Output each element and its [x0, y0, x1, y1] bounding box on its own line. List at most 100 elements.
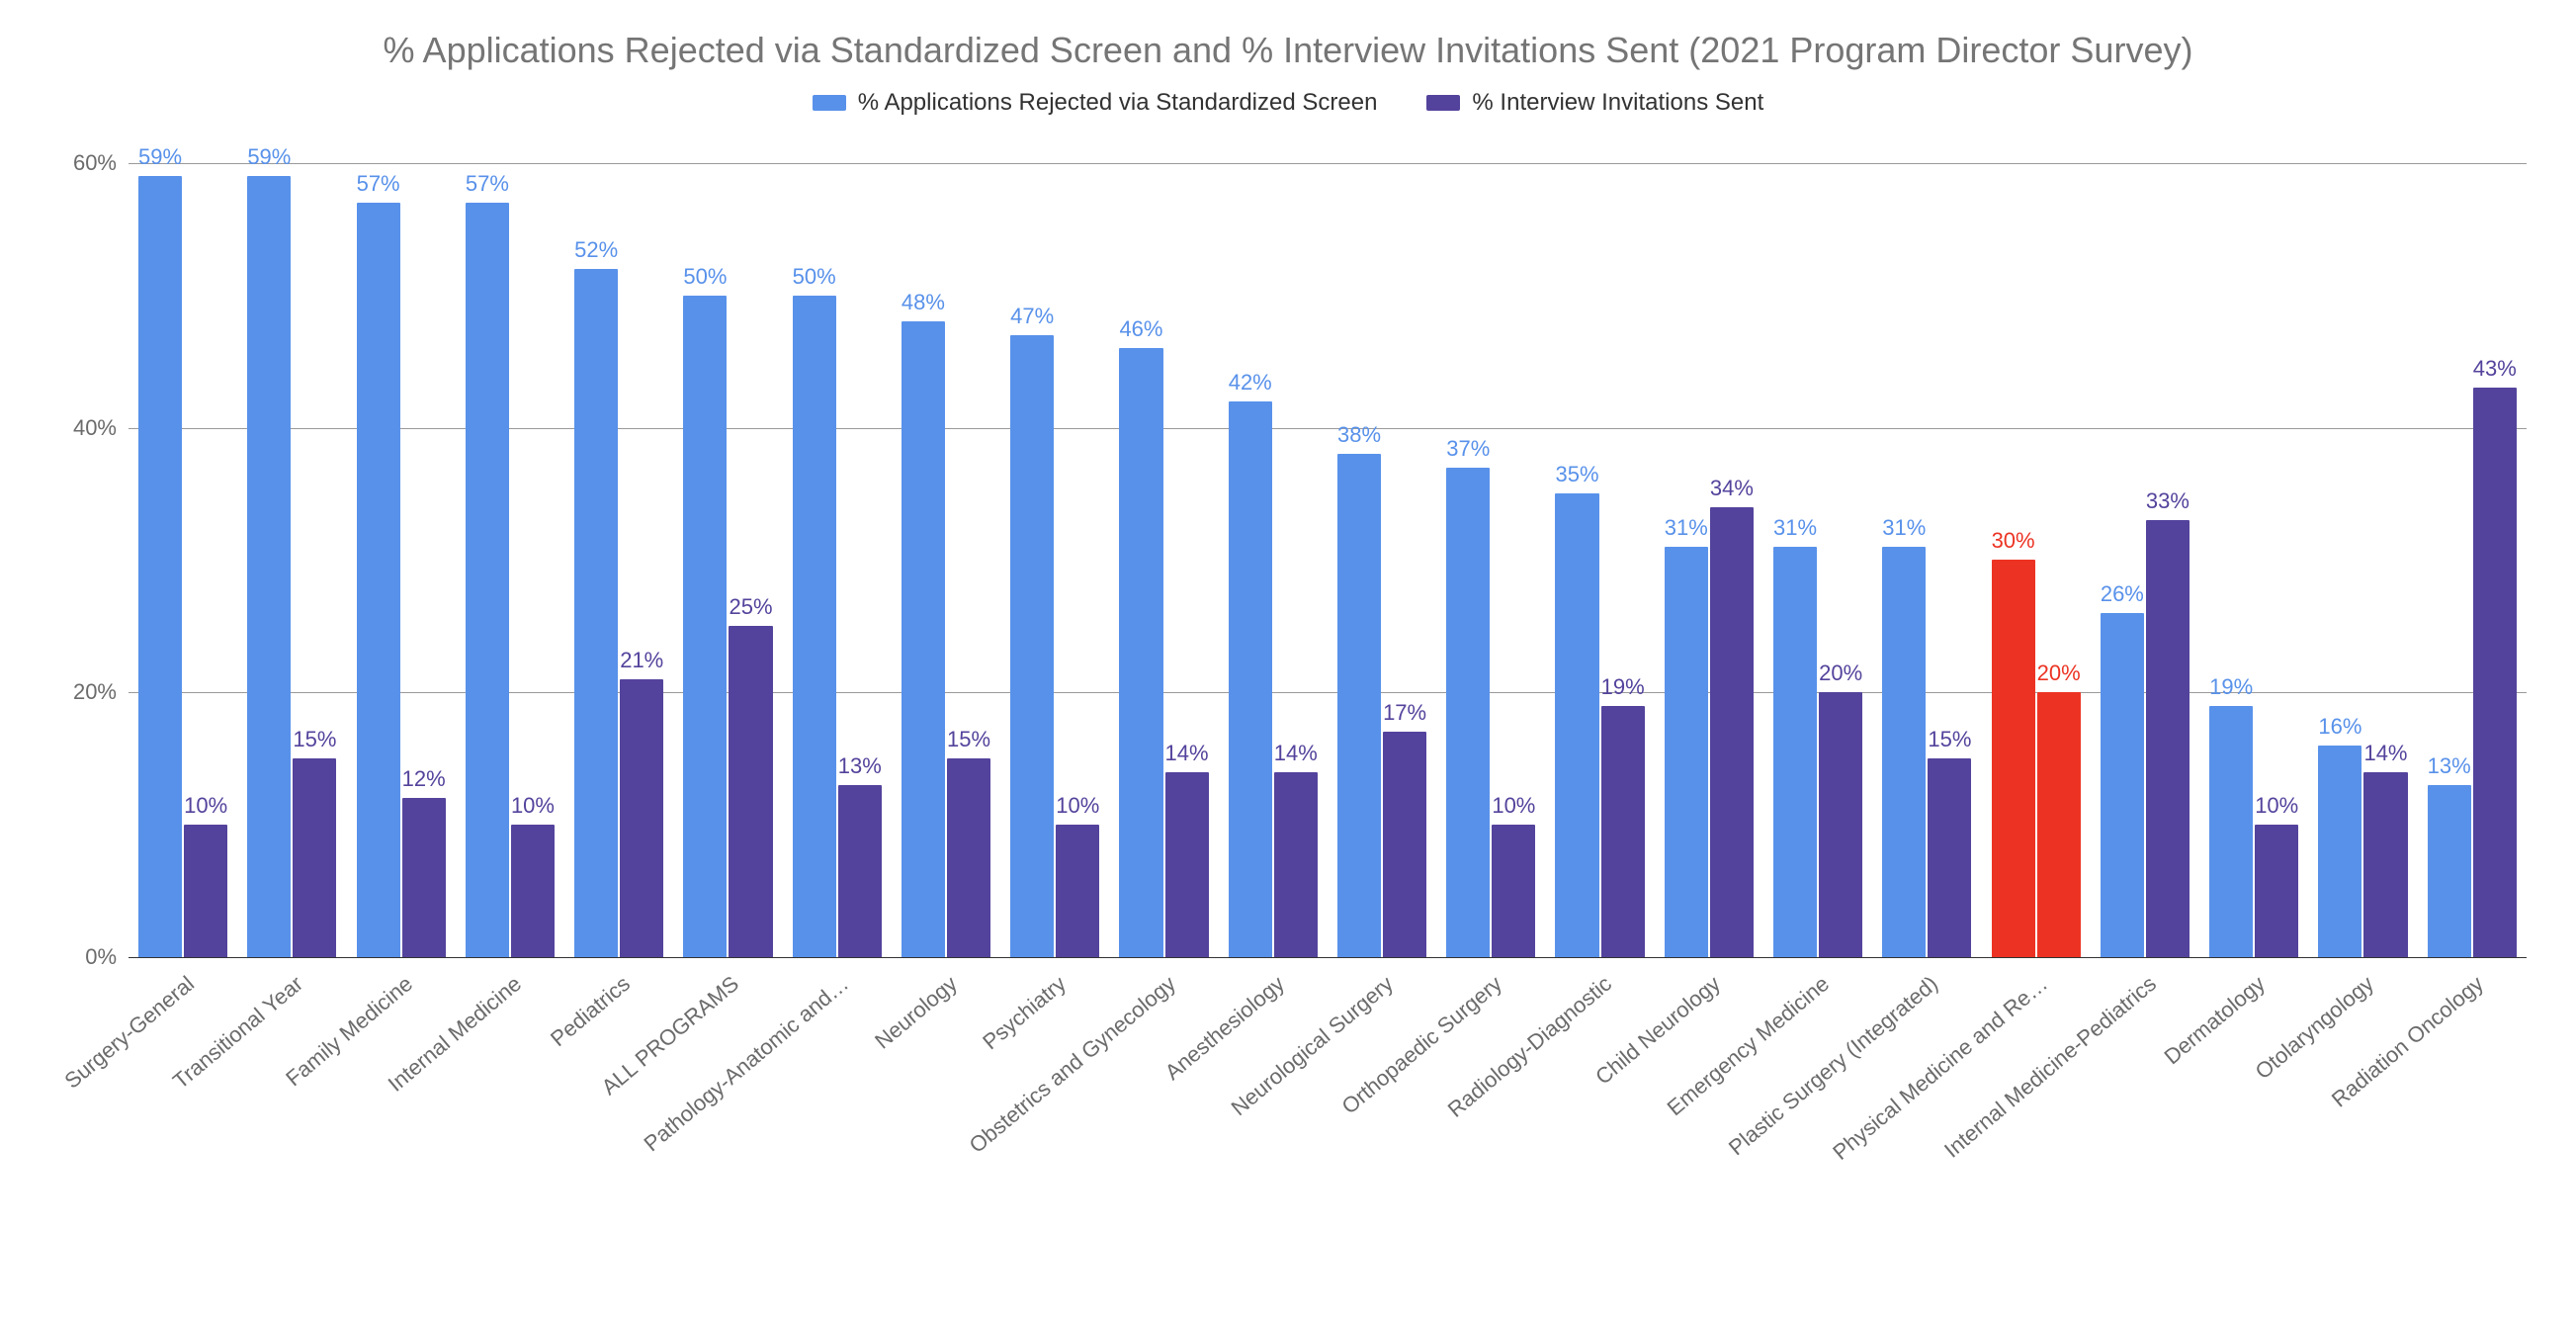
bar-value-label: 13%: [838, 753, 882, 785]
legend-item: % Applications Rejected via Standardized…: [813, 89, 1378, 117]
bar-rejected: 46%: [1119, 348, 1162, 957]
bar-group: 59%15%: [237, 136, 346, 957]
legend-label: % Interview Invitations Sent: [1472, 89, 1763, 117]
bar-invited: 13%: [838, 785, 882, 957]
bar-invited: 21%: [620, 679, 663, 957]
bar-value-label: 10%: [511, 793, 555, 825]
bar-rejected: 47%: [1010, 335, 1054, 957]
x-tick: Dermatology: [2199, 957, 2308, 1234]
chart-title: % Applications Rejected via Standardized…: [40, 30, 2536, 71]
x-tick: Pathology-Anatomic and…: [783, 957, 892, 1234]
bar-rejected: 52%: [574, 269, 618, 957]
bar-group: 48%15%: [892, 136, 1000, 957]
chart-container: % Applications Rejected via Standardized…: [0, 0, 2576, 1321]
legend-swatch: [813, 95, 846, 111]
bar-group: 26%33%: [2091, 136, 2199, 957]
bar-invited: 34%: [1710, 507, 1754, 957]
bar-group: 57%12%: [347, 136, 456, 957]
bar-value-label: 21%: [620, 648, 663, 679]
bar-value-label: 19%: [2209, 674, 2253, 706]
bar-value-label: 26%: [2101, 581, 2144, 613]
bar-rejected: 30%: [1992, 560, 2035, 957]
bar-invited: 15%: [293, 758, 336, 957]
bar-invited: 15%: [1928, 758, 1971, 957]
bar-group: 42% 14%: [1219, 136, 1328, 957]
x-tick: Internal Medicine-Pediatrics: [2091, 957, 2199, 1234]
bar-value-label: 42%: [1229, 370, 1272, 401]
bar-value-label: 57%: [357, 171, 400, 203]
bar-rejected: 26%: [2101, 613, 2144, 957]
bar-value-label: 14%: [1165, 741, 1209, 772]
bar-group: 46%14%: [1109, 136, 1218, 957]
legend-item: % Interview Invitations Sent: [1426, 89, 1763, 117]
bar-invited: 33%: [2146, 520, 2190, 957]
bar-group: 57%10%: [456, 136, 564, 957]
bar-value-label: 10%: [184, 793, 227, 825]
bar-group: 50%13%: [783, 136, 892, 957]
bar-value-label: 15%: [293, 727, 336, 758]
bar-group: 47%10%: [1000, 136, 1109, 957]
x-tick: Neurology: [892, 957, 1000, 1234]
legend-label: % Applications Rejected via Standardized…: [858, 89, 1378, 117]
bar-value-label: 14%: [2363, 741, 2407, 772]
bar-rejected: 31%: [1882, 547, 1926, 957]
chart-bars: 59%10%59%15%57%12%57%10%52%21%50%25%50%1…: [129, 136, 2527, 957]
bar-value-label: 47%: [1010, 304, 1054, 335]
bar-value-label: 20%: [1819, 660, 1862, 692]
bar-group: 59% 10%: [129, 136, 237, 957]
bar-rejected: 50%: [683, 296, 727, 957]
bar-value-label: 59%: [138, 144, 182, 176]
bar-value-label: 16%: [2318, 714, 2361, 746]
bar-group: 31%15%: [1872, 136, 1981, 957]
bar-value-label: 37%: [1446, 436, 1490, 468]
bar-invited: 19%: [1601, 706, 1645, 957]
bar-group: 31% 20%: [1763, 136, 1872, 957]
bar-invited: 10%: [511, 825, 555, 957]
bar-rejected: 31%: [1665, 547, 1708, 957]
y-axis-label: 20%: [40, 679, 117, 705]
bar-invited: 10%: [2255, 825, 2298, 957]
x-tick: Radiology-Diagnostic: [1545, 957, 1654, 1234]
chart-legend: % Applications Rejected via Standardized…: [40, 89, 2536, 117]
bar-invited: 10%: [184, 825, 227, 957]
bar-group: 16%14%: [2308, 136, 2417, 957]
bar-invited: 14%: [2363, 772, 2407, 957]
bar-group: 19% 10%: [2199, 136, 2308, 957]
bar-invited: 15%: [947, 758, 990, 957]
bar-value-label: 20%: [2037, 660, 2081, 692]
bar-invited: 17%: [1383, 732, 1426, 957]
bar-invited: 14%: [1274, 772, 1318, 957]
bar-rejected: 50%: [793, 296, 836, 957]
bar-group: 13% 43%: [2418, 136, 2527, 957]
bar-rejected: 57%: [357, 203, 400, 957]
bar-group: 38%17%: [1328, 136, 1436, 957]
bar-group: 50%25%: [673, 136, 782, 957]
bar-rejected: 57%: [466, 203, 509, 957]
x-tick: Obstetrics and Gynecology: [1109, 957, 1218, 1234]
bar-value-label: 31%: [1773, 515, 1817, 547]
bar-invited: 10%: [1492, 825, 1535, 957]
bar-rejected: 16%: [2318, 746, 2361, 957]
bar-value-label: 10%: [1056, 793, 1099, 825]
x-tick: Transitional Year: [237, 957, 346, 1234]
bar-invited: 10%: [1056, 825, 1099, 957]
bar-value-label: 13%: [2428, 753, 2471, 785]
bar-rejected: 37%: [1446, 468, 1490, 957]
bar-value-label: 15%: [947, 727, 990, 758]
bar-value-label: 10%: [2255, 793, 2298, 825]
bar-value-label: 33%: [2146, 488, 2190, 520]
bar-value-label: 50%: [793, 264, 836, 296]
bar-value-label: 34%: [1710, 476, 1754, 507]
bar-value-label: 46%: [1119, 316, 1162, 348]
bar-rejected: 48%: [902, 321, 945, 957]
bar-value-label: 43%: [2473, 356, 2517, 388]
bar-value-label: 31%: [1665, 515, 1708, 547]
bar-rejected: 59%: [247, 176, 291, 957]
x-tick: Radiation Oncology: [2418, 957, 2527, 1234]
chart-plot-area: 59%10%59%15%57%12%57%10%52%21%50%25%50%1…: [40, 136, 2536, 957]
y-axis-label: 0%: [40, 944, 117, 970]
bar-value-label: 48%: [902, 290, 945, 321]
bar-invited: 12%: [402, 798, 446, 957]
bar-value-label: 59%: [247, 144, 291, 176]
bar-rejected: 35%: [1555, 493, 1598, 957]
